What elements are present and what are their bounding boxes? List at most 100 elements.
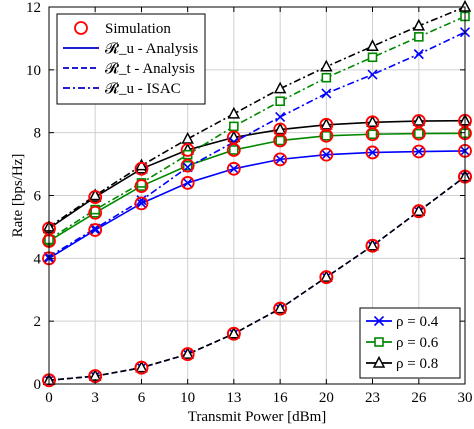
simulation-point xyxy=(411,204,426,219)
data-point-isac-rho-0.6 xyxy=(367,52,378,63)
simulation-point xyxy=(180,347,195,362)
x-marker-stroke xyxy=(275,111,286,123)
data-point-target-rho-all xyxy=(366,238,379,251)
simulation-point xyxy=(134,196,149,211)
data-point-isac-rho-0.8 xyxy=(181,131,194,144)
data-point-isac-rho-0.4 xyxy=(275,111,286,123)
x-marker-stroke xyxy=(136,198,147,209)
simulation-point xyxy=(88,190,103,204)
tick-labels: 0 3 6 10 13 16 20 23 26 30 0 2 4 6 8 10 12 xyxy=(26,0,473,406)
simulation-point xyxy=(88,205,103,220)
simulation-point xyxy=(319,128,334,143)
simulation-point xyxy=(365,115,380,130)
legend-marker-square xyxy=(374,337,384,347)
x-marker-stroke xyxy=(367,69,378,80)
data-point-analysis-rho-0.4 xyxy=(367,147,378,158)
data-point-analysis-rho-0.6 xyxy=(367,129,378,140)
simulation-point xyxy=(365,238,380,253)
series-line-analysis-rho-0.6 xyxy=(48,132,466,242)
x-tick-label: 6 xyxy=(138,390,146,406)
data-point-isac-rho-0.4 xyxy=(321,88,332,99)
simulation-point xyxy=(273,122,288,137)
x-marker-stroke xyxy=(228,163,239,174)
data-point-isac-rho-0.8 xyxy=(135,158,148,171)
data-point-analysis-rho-0.6 xyxy=(182,160,193,171)
legend-top-box xyxy=(56,13,206,105)
legend-bottom-label: ρ = 0.6 xyxy=(396,335,439,351)
data-point-target-rho-all xyxy=(320,270,333,282)
series-line-analysis-rho-0.4 xyxy=(48,150,466,260)
data-point-target-rho-all xyxy=(227,326,241,339)
simulation-point xyxy=(180,176,195,190)
data-point-target-rho-all xyxy=(181,347,194,359)
x-tick-label: 13 xyxy=(226,390,241,406)
series-line-isac-rho-0.8 xyxy=(48,6,466,228)
x-tick-label: 16 xyxy=(273,390,289,406)
data-point-target-rho-all xyxy=(412,204,426,216)
simulation-point xyxy=(411,144,426,159)
x-marker-stroke xyxy=(367,147,378,158)
simulation-point xyxy=(134,360,149,375)
data-point-analysis-rho-0.4 xyxy=(90,224,101,236)
data-point-isac-rho-0.6 xyxy=(275,96,285,107)
data-point-isac-rho-0.8 xyxy=(227,106,241,119)
x-marker-stroke xyxy=(275,154,286,165)
data-point-isac-rho-0.6 xyxy=(321,72,332,83)
simulation-point xyxy=(226,161,241,176)
data-point-analysis-rho-0.4 xyxy=(413,146,424,157)
legend-marker-triangle xyxy=(372,355,386,368)
simulation-point xyxy=(134,179,149,193)
y-tick-label: 4 xyxy=(34,251,42,267)
x-tick-label: 23 xyxy=(365,390,380,406)
data-point-isac-rho-0.6 xyxy=(90,204,100,215)
data-point-analysis-rho-0.8 xyxy=(366,115,379,128)
data-point-analysis-rho-0.8 xyxy=(412,113,426,126)
simulation-point xyxy=(134,161,149,176)
legend-bottom-label: ρ = 0.8 xyxy=(396,356,438,372)
data-point-isac-rho-0.6 xyxy=(136,178,147,188)
data-point-isac-rho-0.8 xyxy=(366,39,379,52)
x-marker-stroke xyxy=(321,88,332,99)
data-point-analysis-rho-0.6 xyxy=(275,135,285,146)
data-point-isac-rho-0.4 xyxy=(413,49,424,60)
data-point-target-rho-all xyxy=(273,301,287,314)
data-point-analysis-rho-0.4 xyxy=(275,154,286,165)
data-point-isac-rho-0.8 xyxy=(273,81,287,94)
series-layer xyxy=(48,6,466,382)
data-point-analysis-rho-0.8 xyxy=(320,117,333,130)
x-tick-label: 0 xyxy=(45,390,53,406)
x-tick-label: 30 xyxy=(458,390,473,406)
y-tick-label: 2 xyxy=(34,314,42,330)
series-line-isac-rho-0.4 xyxy=(48,31,466,258)
simulation-point xyxy=(180,143,195,157)
legend-bottom-label: ρ = 0.4 xyxy=(396,314,439,330)
data-point-analysis-rho-0.4 xyxy=(321,149,332,160)
simulation-point xyxy=(226,326,241,341)
x-tick-label: 20 xyxy=(319,390,334,406)
data-point-isac-rho-0.4 xyxy=(367,69,378,80)
simulation-point xyxy=(319,117,334,132)
legend-marker-x xyxy=(373,315,385,327)
data-point-target-rho-all xyxy=(135,360,148,373)
y-tick-label: 12 xyxy=(26,0,41,16)
x-marker-stroke xyxy=(413,49,424,60)
simulation-point xyxy=(88,223,103,237)
legend-top-label: 𝓡_u - Analysis xyxy=(105,41,198,57)
simulation-point xyxy=(180,158,195,173)
x-marker-stroke xyxy=(373,315,385,327)
simulation-point xyxy=(365,145,380,160)
data-point-isac-rho-0.6 xyxy=(229,121,239,132)
data-point-analysis-rho-0.6 xyxy=(414,128,424,139)
x-axis-label: Transmit Power [dBm] xyxy=(188,409,327,425)
data-point-isac-rho-0.8 xyxy=(320,59,333,72)
y-tick-label: 8 xyxy=(34,126,42,142)
series-line-target-rho-all xyxy=(48,176,466,382)
data-point-isac-rho-0.8 xyxy=(412,18,426,31)
x-tick-label: 26 xyxy=(411,390,427,406)
series-line-isac-rho-0.6 xyxy=(48,15,466,241)
x-marker-stroke xyxy=(413,146,424,157)
data-point-isac-rho-0.6 xyxy=(414,32,424,42)
legend-bottom: ρ = 0.4 ρ = 0.6 ρ = 0.8 xyxy=(359,307,461,379)
data-point-analysis-rho-0.6 xyxy=(321,131,332,141)
